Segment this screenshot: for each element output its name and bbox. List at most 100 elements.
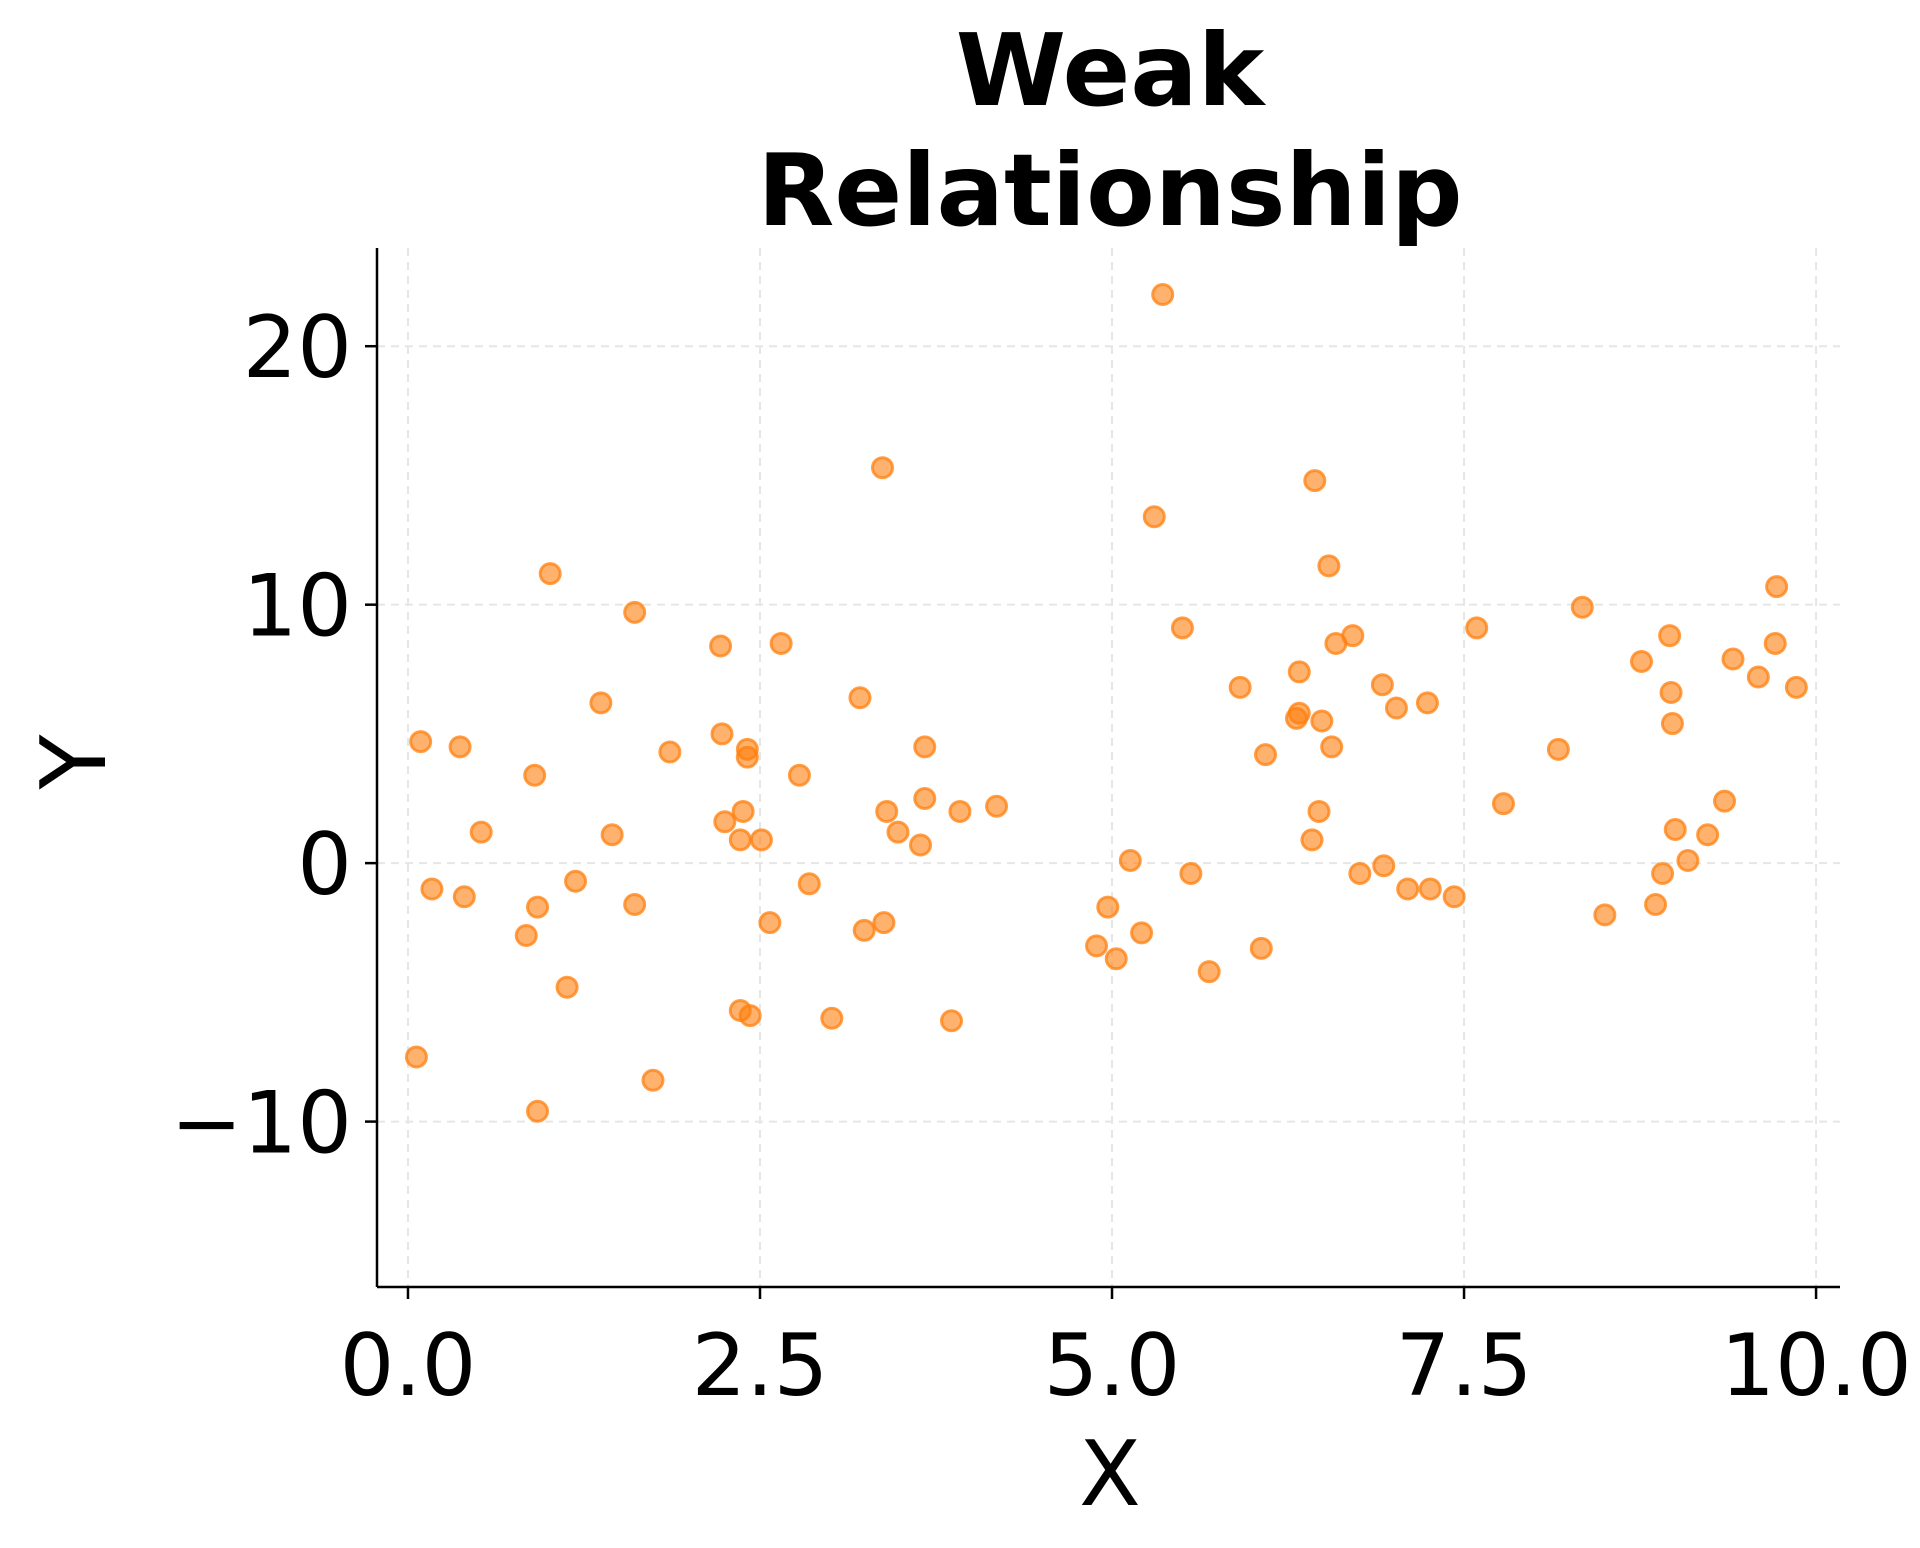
scatter-point (758, 911, 782, 935)
scatter-point (1765, 575, 1789, 599)
chart-title-line-2: Relationship (757, 132, 1462, 249)
scatter-point (1415, 691, 1439, 715)
scatter-point (1197, 960, 1221, 984)
scatter-point (1300, 828, 1324, 852)
scatter-point (1660, 712, 1684, 736)
scatter-point (1287, 660, 1311, 684)
scatter-point (448, 735, 472, 759)
scatter-point (1249, 936, 1273, 960)
scatter-point (523, 763, 547, 787)
scatter-point (1096, 895, 1120, 919)
scatter-point (1629, 650, 1653, 674)
scatter-point (658, 740, 682, 764)
scatter-point (1303, 469, 1327, 493)
scatter-point (1317, 554, 1341, 578)
scatter-point (1310, 709, 1334, 733)
scatter-point (1118, 849, 1142, 873)
scatter-point (1676, 849, 1700, 873)
scatter-point (1696, 823, 1720, 847)
scatter-point (1651, 861, 1675, 885)
scatter-point (1287, 701, 1311, 725)
axes-layer (375, 248, 1840, 1289)
scatter-point (452, 885, 476, 909)
scatter-point (913, 787, 937, 811)
scatter-point (514, 923, 538, 947)
scatter-point (1659, 681, 1683, 705)
scatter-point (872, 911, 896, 935)
scatter-point (1763, 631, 1787, 655)
scatter-point (852, 918, 876, 942)
y-tick-label: 10 (243, 557, 352, 657)
scatter-point (623, 600, 647, 624)
scatter-point (787, 763, 811, 787)
scatter-point (738, 1004, 762, 1028)
scatter-point (1320, 735, 1344, 759)
y-tick-label: 0 (297, 815, 352, 915)
scatter-point (797, 872, 821, 896)
scatter-point (710, 722, 734, 746)
scatter-point (623, 892, 647, 916)
scatter-point (749, 828, 773, 852)
scatter-point (1104, 947, 1128, 971)
y-tick-label: 20 (243, 298, 352, 398)
scatter-point (526, 1099, 550, 1123)
x-tick-label: 5.0 (1044, 1316, 1181, 1416)
scatter-point (1746, 665, 1770, 689)
scatter-point (526, 895, 550, 919)
scatter-point (1546, 737, 1570, 761)
x-axis-label: X (1079, 1422, 1141, 1527)
scatter-point (1307, 799, 1331, 823)
x-tick-label: 10.0 (1720, 1316, 1911, 1416)
scatter-point (1663, 818, 1687, 842)
scatter-point (848, 686, 872, 710)
scatter-point (1130, 921, 1154, 945)
scatter-point (731, 799, 755, 823)
ticks-layer: 0.0 2.5 5.0 7.5 10.0 −10 0 10 20 (171, 298, 1912, 1416)
scatter-point (538, 562, 562, 586)
scatter-point (589, 691, 613, 715)
chart-title-line-1: Weak (956, 12, 1267, 129)
scatter-point (641, 1068, 665, 1092)
scatter-point (909, 833, 933, 857)
scatter-point (1721, 647, 1745, 671)
y-tick-label: −10 (171, 1074, 353, 1174)
scatter-point (600, 823, 624, 847)
x-tick-label: 0.0 (340, 1316, 477, 1416)
scatter-point (1151, 283, 1175, 307)
scatter-point (1713, 789, 1737, 813)
scatter-point (1372, 854, 1396, 878)
scatter-point (1348, 861, 1372, 885)
scatter-point (871, 456, 895, 480)
scatter-point (913, 735, 937, 759)
scatter-point (564, 869, 588, 893)
scatter-point (985, 794, 1009, 818)
scatter-point (948, 799, 972, 823)
y-axis-label: Y (22, 733, 127, 790)
scatter-point (1085, 934, 1109, 958)
scatter-point (709, 634, 733, 658)
scatter-point (1170, 616, 1194, 640)
scatter-point (1644, 892, 1668, 916)
scatter-point (886, 820, 910, 844)
scatter-point (1142, 505, 1166, 529)
scatter-point (1570, 595, 1594, 619)
scatter-point (420, 877, 444, 901)
scatter-point (735, 745, 759, 769)
scatter-point (409, 730, 433, 754)
x-tick-label: 2.5 (692, 1316, 829, 1416)
scatter-point (1370, 673, 1394, 697)
scatter-point (1491, 792, 1515, 816)
scatter-point (1593, 903, 1617, 927)
scatter-point (1228, 675, 1252, 699)
scatter-point (1254, 743, 1278, 767)
scatter-point (769, 631, 793, 655)
grid-layer (377, 248, 1840, 1287)
scatter-point (1384, 696, 1408, 720)
scatter-point (555, 975, 579, 999)
x-tick-label: 7.5 (1396, 1316, 1533, 1416)
points-layer (404, 283, 1808, 1123)
scatter-point (1658, 624, 1682, 648)
scatter-point (1418, 877, 1442, 901)
scatter-point (728, 828, 752, 852)
